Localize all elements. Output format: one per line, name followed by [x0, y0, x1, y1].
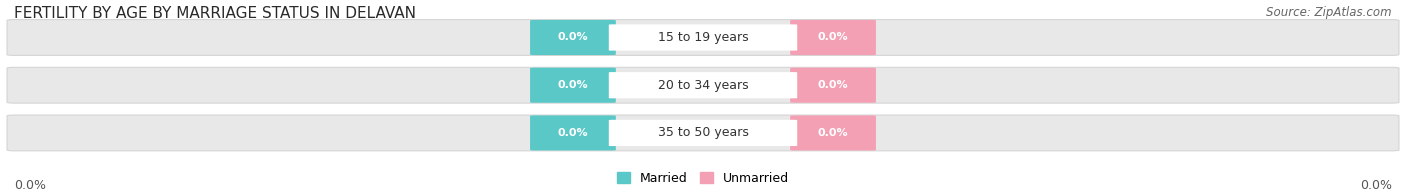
- Text: 35 to 50 years: 35 to 50 years: [658, 126, 748, 139]
- Text: 0.0%: 0.0%: [558, 33, 588, 43]
- FancyBboxPatch shape: [609, 24, 797, 51]
- Text: 0.0%: 0.0%: [558, 80, 588, 90]
- FancyBboxPatch shape: [790, 115, 876, 151]
- FancyBboxPatch shape: [609, 72, 797, 98]
- Text: 0.0%: 0.0%: [558, 128, 588, 138]
- Text: FERTILITY BY AGE BY MARRIAGE STATUS IN DELAVAN: FERTILITY BY AGE BY MARRIAGE STATUS IN D…: [14, 6, 416, 21]
- Text: 0.0%: 0.0%: [818, 80, 848, 90]
- FancyBboxPatch shape: [609, 120, 797, 146]
- Legend: Married, Unmarried: Married, Unmarried: [612, 167, 794, 190]
- Text: Source: ZipAtlas.com: Source: ZipAtlas.com: [1267, 6, 1392, 19]
- Text: 0.0%: 0.0%: [818, 128, 848, 138]
- FancyBboxPatch shape: [530, 68, 616, 103]
- Text: 20 to 34 years: 20 to 34 years: [658, 79, 748, 92]
- FancyBboxPatch shape: [7, 67, 1399, 103]
- Text: 0.0%: 0.0%: [1360, 179, 1392, 192]
- FancyBboxPatch shape: [7, 115, 1399, 151]
- FancyBboxPatch shape: [530, 115, 616, 151]
- Text: 15 to 19 years: 15 to 19 years: [658, 31, 748, 44]
- FancyBboxPatch shape: [790, 20, 876, 55]
- Text: 0.0%: 0.0%: [14, 179, 46, 192]
- Text: 0.0%: 0.0%: [818, 33, 848, 43]
- FancyBboxPatch shape: [7, 20, 1399, 55]
- FancyBboxPatch shape: [790, 68, 876, 103]
- FancyBboxPatch shape: [530, 20, 616, 55]
